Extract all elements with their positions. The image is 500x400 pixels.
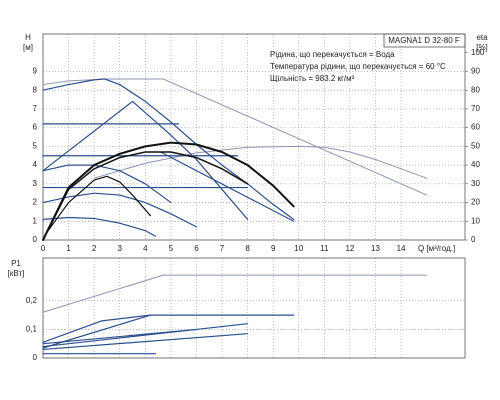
y-axis-label: P1 [11, 259, 21, 268]
x-tick-label: 13 [371, 244, 380, 253]
curve [42, 192, 198, 228]
x-tick-label: 3 [118, 244, 123, 253]
x-tick-label: 11 [320, 244, 329, 253]
x-tick-label: 1 [66, 244, 71, 253]
curve [42, 100, 249, 220]
curve [42, 141, 295, 241]
y2-tick-label: 50 [471, 141, 480, 150]
curve [42, 216, 157, 237]
y2-tick-label: 70 [471, 104, 480, 113]
x-tick-label: 2 [92, 244, 97, 253]
y2-tick-label: 40 [471, 160, 480, 169]
y-tick-label: 4 [33, 160, 38, 169]
x-tick-label: 7 [220, 244, 225, 253]
curve [42, 333, 249, 351]
y2-tick-label: 60 [471, 123, 480, 132]
curve [42, 78, 295, 220]
y-tick-label: 2 [33, 198, 38, 207]
y2-tick-label: 20 [471, 198, 480, 207]
y-tick-label: 1 [33, 216, 38, 225]
curve [47, 175, 152, 232]
curve [42, 314, 152, 343]
y2-tick-label: 100 [471, 48, 485, 57]
y2-tick-label: 80 [471, 85, 480, 94]
x-tick-label: 6 [194, 244, 199, 253]
y-axis-unit: [кВт] [8, 269, 25, 278]
y-tick-label: 0 [33, 353, 38, 362]
x-tick-label: 12 [345, 244, 354, 253]
curve [42, 78, 428, 196]
y2-axis-label: eta [476, 33, 488, 42]
y-tick-label: 0,1 [26, 325, 38, 334]
y2-tick-label: 0 [471, 235, 476, 244]
x-tick-label: 14 [397, 244, 406, 253]
curve [42, 323, 249, 348]
curve [42, 274, 428, 313]
y-axis-unit: [м] [23, 43, 33, 52]
curve [160, 151, 295, 222]
x-tick-label: 4 [143, 244, 148, 253]
annotation: Температура рідини, що перекачується = 6… [270, 62, 446, 71]
y2-tick-label: 30 [471, 179, 480, 188]
curve [42, 164, 172, 204]
y-axis-label: H [25, 33, 31, 42]
plot-frame [42, 33, 466, 241]
y-tick-label: 6 [33, 123, 38, 132]
y2-tick-label: 90 [471, 67, 480, 76]
x-tick-label: 10 [294, 244, 303, 253]
y-tick-label: 0,2 [26, 296, 38, 305]
annotation: Щільність = 983.2 кг/м³ [270, 74, 355, 83]
y-tick-label: 0 [33, 235, 38, 244]
y-tick-label: 5 [33, 141, 38, 150]
annotation: Рідина, що перекачується = Вода [270, 50, 395, 59]
y-tick-label: 3 [33, 179, 38, 188]
y-tick-label: 8 [33, 85, 38, 94]
x-tick-label: 0 [41, 244, 46, 253]
y2-tick-label: 10 [471, 216, 480, 225]
y-tick-label: 7 [33, 104, 38, 113]
plot-frame [42, 257, 466, 359]
x-tick-label: 9 [271, 244, 276, 253]
chart-title: MAGNA1 D 32-80 F [388, 36, 460, 45]
x-axis-label: Q [м³/год.] [418, 244, 455, 253]
curve [93, 145, 428, 179]
y2-axis-unit: [%] [476, 43, 488, 52]
x-tick-label: 5 [169, 244, 174, 253]
y-tick-label: 9 [33, 67, 38, 76]
x-tick-label: 8 [245, 244, 250, 253]
curve [42, 151, 249, 241]
